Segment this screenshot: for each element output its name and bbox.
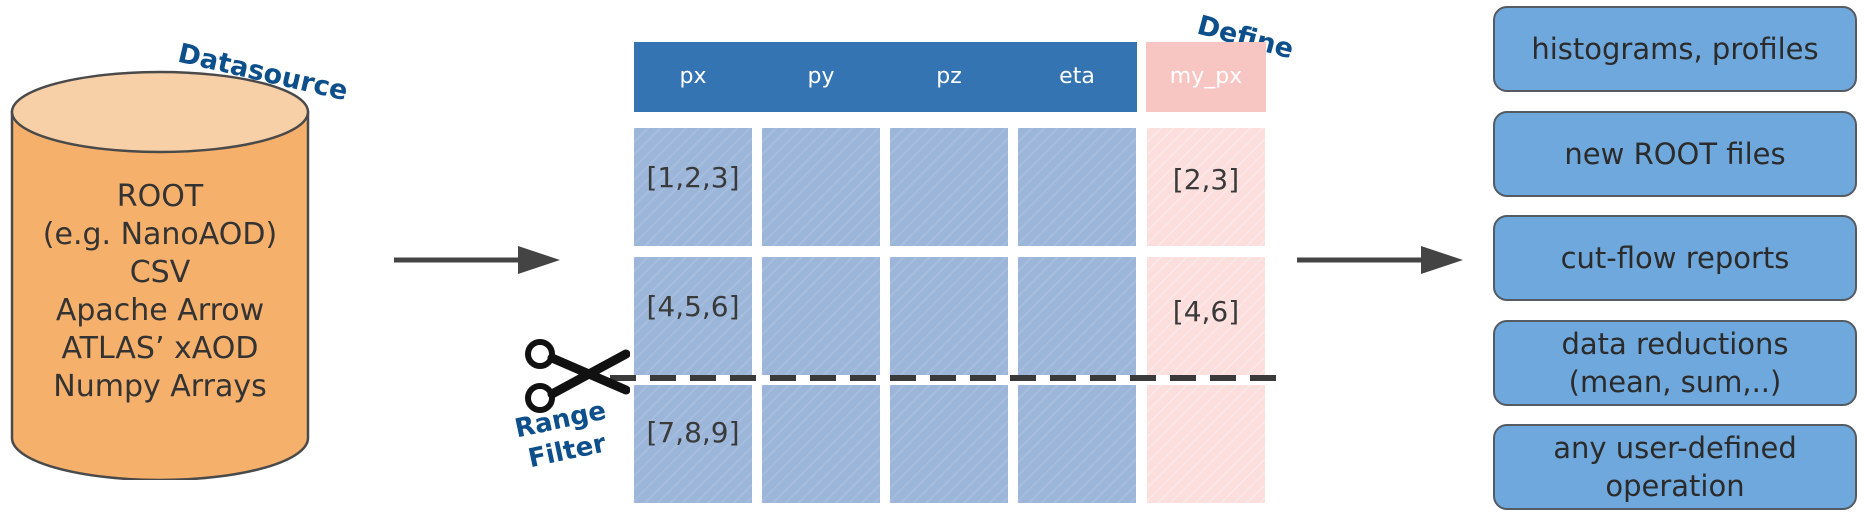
- output-box-root-files: new ROOT files: [1493, 111, 1857, 197]
- defined-cell: [4,6]: [1147, 257, 1265, 375]
- table-cell: [890, 128, 1008, 246]
- column-header-py: py: [807, 64, 835, 89]
- defined-cell: [2,3]: [1147, 128, 1265, 246]
- table-cell: [4,5,6]: [634, 257, 752, 375]
- output-box-line: operation: [1605, 469, 1745, 503]
- datasource-format: Numpy Arrays: [53, 369, 267, 404]
- output-box-line: any user-defined: [1553, 431, 1797, 465]
- table-header: px py pz eta: [634, 42, 1137, 112]
- scissors-icon: [525, 339, 630, 413]
- output-box-histograms: histograms, profiles: [1493, 6, 1857, 92]
- table-cell: [762, 385, 880, 503]
- table-cell: [7,8,9]: [634, 385, 752, 503]
- table-cell: [762, 128, 880, 246]
- table-cell: [1018, 385, 1136, 503]
- datasource-format: ATLAS’ xAOD: [61, 331, 259, 366]
- output-box-cut-flow: cut-flow reports: [1493, 215, 1857, 301]
- output-box-line: cut-flow reports: [1560, 241, 1790, 275]
- datasource-format: Apache Arrow: [55, 293, 265, 328]
- datasource-formats: ROOT (e.g. NanoAOD) CSV Apache Arrow ATL…: [10, 178, 310, 406]
- datasource-format: CSV: [129, 255, 191, 290]
- datasource-format: ROOT: [116, 179, 204, 214]
- table-cell: [1018, 128, 1136, 246]
- column-header-my-px: my_px: [1146, 42, 1266, 112]
- output-box-line: histograms, profiles: [1531, 32, 1819, 66]
- right-arrow-icon: [394, 246, 560, 274]
- defined-cell: [1147, 385, 1265, 503]
- column-header-eta: eta: [1059, 64, 1095, 89]
- table-cell: [1,2,3]: [634, 128, 752, 246]
- output-box-user-defined: any user-defined operation: [1493, 424, 1857, 510]
- column-header-pz: pz: [936, 64, 962, 89]
- right-arrow-icon: [1297, 246, 1463, 274]
- output-box-line: new ROOT files: [1564, 137, 1786, 171]
- table-cell: [762, 257, 880, 375]
- datasource-cylinder: [10, 70, 310, 480]
- table-cell: [890, 385, 1008, 503]
- output-box-line: data reductions: [1561, 327, 1789, 361]
- datasource-format: (e.g. NanoAOD): [42, 217, 278, 252]
- output-box-line: (mean, sum,..): [1568, 365, 1782, 399]
- range-filter-cut-line: [610, 375, 1290, 381]
- table-cell: [890, 257, 1008, 375]
- table-cell: [1018, 257, 1136, 375]
- column-header-px: px: [679, 64, 707, 89]
- output-box-data-reductions: data reductions (mean, sum,..): [1493, 320, 1857, 406]
